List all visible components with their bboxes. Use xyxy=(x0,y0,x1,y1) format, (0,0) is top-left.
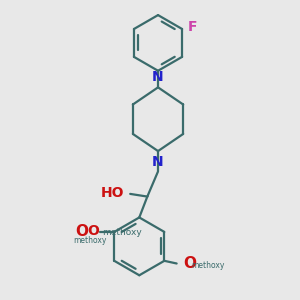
Text: N: N xyxy=(152,155,164,169)
Text: F: F xyxy=(188,20,197,34)
Text: N: N xyxy=(152,70,164,84)
Text: O: O xyxy=(184,256,196,271)
Text: methoxy: methoxy xyxy=(192,261,225,270)
Text: methoxy: methoxy xyxy=(102,229,142,238)
Text: HO: HO xyxy=(100,186,124,200)
Text: O: O xyxy=(87,224,99,239)
Text: methoxy: methoxy xyxy=(73,236,106,245)
Text: O: O xyxy=(75,224,88,239)
